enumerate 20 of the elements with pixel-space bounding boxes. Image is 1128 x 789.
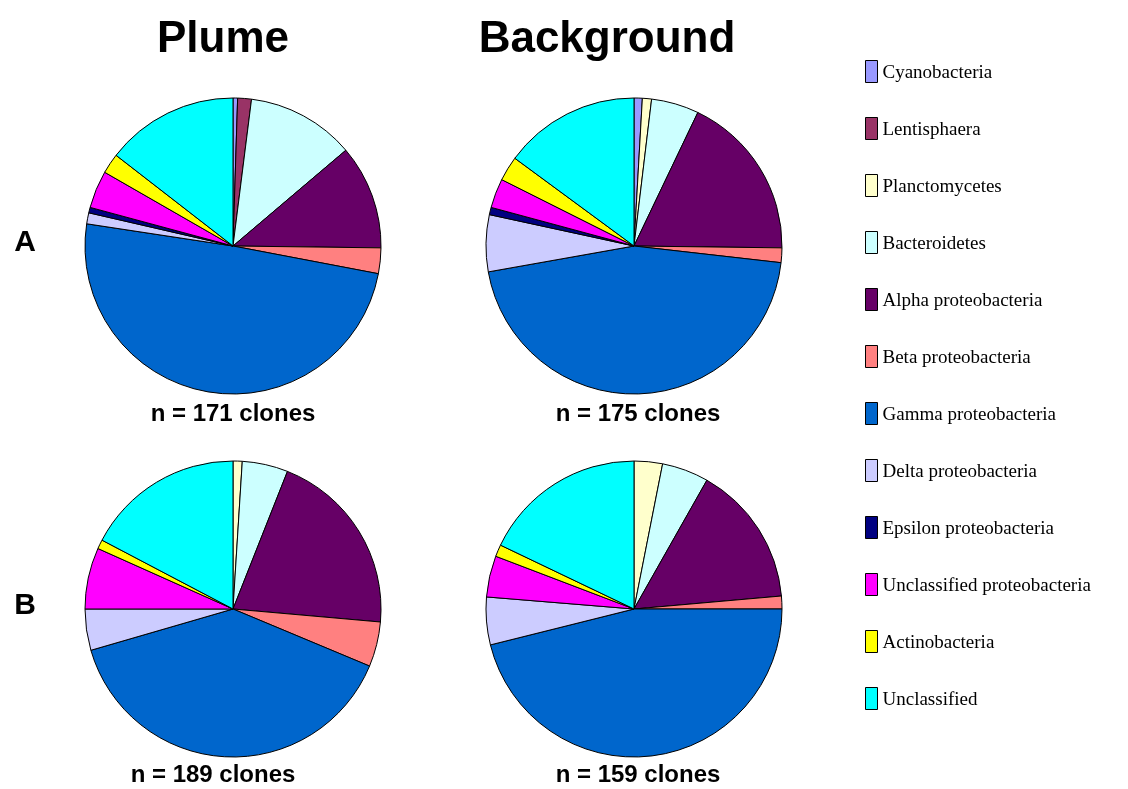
- text: n = 159 clones: [555, 759, 721, 787]
- text: Background: [478, 11, 736, 61]
- legend-label: Unclassified: [882, 688, 978, 709]
- text: n = 171 clones: [150, 398, 316, 426]
- legend-label: Actinobacteria: [882, 631, 995, 652]
- legend-label: Cyanobacteria: [882, 61, 993, 82]
- legend-label: Planctomycetes: [882, 175, 1002, 196]
- legend-label: Bacteroidetes: [882, 232, 986, 253]
- legend-label: Gamma proteobacteria: [882, 403, 1057, 424]
- text: n = 189 clones: [130, 759, 296, 787]
- legend-label: Unclassified proteobacteria: [882, 574, 1092, 595]
- legend-label: Alpha proteobacteria: [882, 289, 1043, 310]
- legend-label: Delta proteobacteria: [882, 460, 1038, 481]
- legend-label: Beta proteobacteria: [882, 346, 1032, 367]
- legend-label: Epsilon proteobacteria: [882, 517, 1055, 538]
- text: n = 175 clones: [555, 398, 721, 426]
- text: B: [14, 586, 36, 620]
- text: A: [14, 223, 36, 257]
- legend-label: Lentisphaera: [882, 118, 982, 139]
- text: Plume: [156, 11, 290, 61]
